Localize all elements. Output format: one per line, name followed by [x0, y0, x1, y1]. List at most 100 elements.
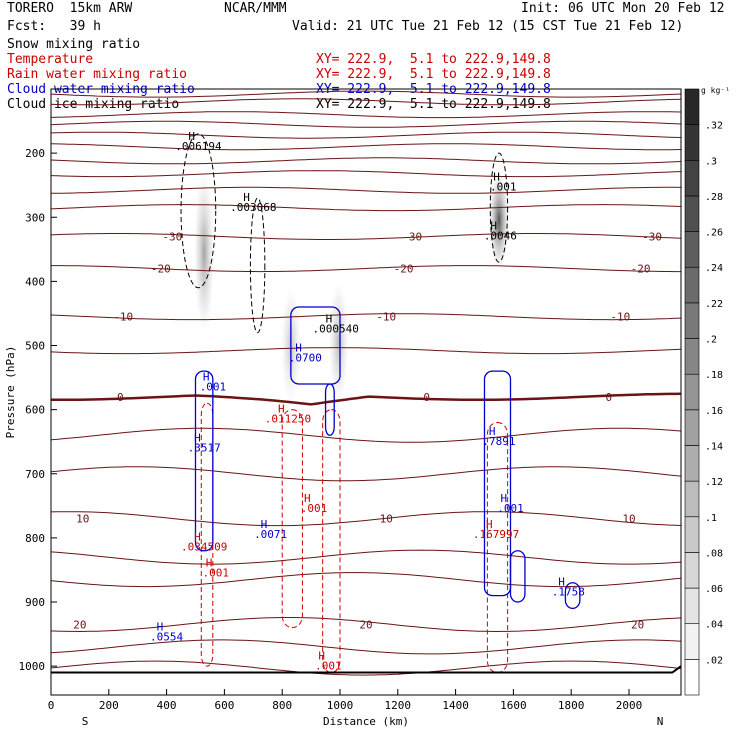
snow-band — [488, 172, 509, 269]
annotations: H.011250H.001H.034509H.001H.167997H.001H… — [150, 130, 585, 672]
colorbar-bin — [684, 623, 700, 660]
maximum-marker: H — [493, 170, 500, 183]
x-tick-label: 400 — [157, 699, 177, 712]
x-tick-label: 1200 — [385, 699, 412, 712]
cross-section-endpoints: XY= 222.9, 5.1 to 222.9,149.8 — [316, 52, 551, 67]
rain-contour — [322, 409, 341, 674]
colorbar-label: .3 — [705, 156, 717, 167]
contour-value-label: .034509 — [181, 541, 227, 554]
colorbar-label: .2 — [705, 335, 717, 346]
contour-value-label: .000540 — [312, 323, 358, 336]
isotherm — [50, 639, 682, 655]
maximum-marker: H — [194, 431, 201, 444]
colorbar-bin — [684, 373, 700, 411]
colorbar-label: .22 — [705, 299, 723, 310]
isotherm — [50, 204, 682, 212]
maximum-marker: H — [188, 130, 195, 143]
cloud-water-contour — [194, 370, 214, 552]
colorbar-bin — [684, 302, 700, 339]
contour-value-label: .0554 — [150, 630, 183, 643]
colorbar-bin — [684, 409, 700, 446]
terrain-line — [51, 665, 682, 674]
maximum-marker: H — [203, 370, 210, 383]
contour-value-label: .003068 — [230, 201, 276, 214]
contour-value-label: .006194 — [175, 140, 222, 153]
colorbar-label: .08 — [705, 548, 723, 559]
snow-band — [328, 281, 349, 404]
temperature-contours: -30 -30 -30 -20 -20 -20 -10 -10 -10 0 0 0 10 10 10 20 20… — [50, 90, 682, 676]
isotherm-label: 10 — [76, 513, 89, 526]
maximum-marker: H — [489, 425, 496, 438]
isotherm — [50, 511, 682, 527]
isotherm-label: 20 — [73, 618, 86, 631]
contour-value-label: .167997 — [473, 528, 519, 541]
isotherm-label: -10 — [610, 311, 630, 324]
y-tick-label: 1000 — [19, 660, 46, 673]
maximum-marker: H — [243, 191, 250, 204]
rain-contour — [486, 421, 509, 674]
cross-section-endpoints: XY= 222.9, 5.1 to 222.9,149.8 — [316, 67, 551, 82]
contour-value-label: .001 — [315, 659, 342, 672]
contour-value-label: .001 — [301, 502, 328, 515]
isotherm — [50, 660, 682, 676]
y-tick-label: 300 — [25, 211, 45, 224]
maximum-marker: H — [295, 342, 302, 355]
cloud-ice-contour — [489, 152, 509, 263]
cloud-water-contour — [564, 582, 581, 610]
y-tick-label: 500 — [25, 340, 45, 353]
forecast-hour: Fcst: 39 h — [7, 19, 101, 34]
isotherm-label: -30 — [402, 230, 422, 243]
cloud-water-contour — [509, 550, 526, 603]
isotherm — [50, 466, 682, 482]
valid-time: Valid: 21 UTC Tue 21 Feb 12 (15 CST Tue … — [292, 19, 684, 34]
x-tick-label: 600 — [214, 699, 234, 712]
isotherm-label: 0 — [423, 391, 430, 404]
colorbar-label: .24 — [705, 263, 723, 274]
plot-border — [50, 88, 682, 696]
colorbar-bin — [684, 231, 700, 268]
colorbar-bin — [684, 124, 700, 161]
isotherm — [51, 265, 681, 273]
rain-contour — [281, 409, 303, 629]
x-tick-label: 0 — [48, 699, 55, 712]
colorbar-label: .28 — [705, 192, 723, 203]
contour-value-label: .3517 — [188, 441, 221, 454]
maximum-marker: H — [326, 313, 333, 326]
maximum-marker: H — [318, 649, 325, 662]
isotherm — [50, 157, 682, 165]
isotherm — [50, 233, 682, 240]
x-tick-label: 1400 — [442, 699, 469, 712]
isotherm — [50, 572, 682, 588]
isotherm — [50, 549, 682, 565]
colorbar-bin — [684, 88, 700, 125]
colorbar-bin — [684, 587, 700, 625]
colorbar-label: .04 — [705, 620, 723, 631]
maximum-marker: H — [261, 518, 268, 531]
colorbar-label: .06 — [705, 584, 723, 595]
cloud-water-contour — [324, 383, 335, 436]
cloud-water-contours — [194, 306, 581, 610]
contour-value-label: .001 — [490, 180, 517, 193]
cloud-ice-contour — [180, 133, 217, 289]
field-name: Temperature — [7, 52, 94, 67]
isotherm — [50, 143, 682, 151]
x-tick-label: 1800 — [558, 699, 585, 712]
field-name: Snow mixing ratio — [7, 37, 141, 52]
colorbar-label: .02 — [705, 655, 723, 666]
colorbar-label: .14 — [705, 441, 723, 452]
plot-frame — [50, 88, 682, 696]
isotherm-label: -20 — [631, 263, 651, 276]
isotherm-label: 20 — [631, 618, 644, 631]
colorbar-bin — [684, 516, 700, 553]
contour-value-label: .0046 — [484, 230, 517, 243]
y-tick-label: 700 — [25, 468, 45, 481]
colorbar-label: .16 — [705, 406, 723, 417]
maximum-marker: H — [490, 220, 497, 233]
isotherm-label: 20 — [359, 618, 372, 631]
isotherm-label: -30 — [162, 230, 182, 243]
colorbar-bin — [684, 445, 700, 482]
isotherm — [50, 98, 682, 106]
colorbar-bin — [684, 266, 700, 304]
